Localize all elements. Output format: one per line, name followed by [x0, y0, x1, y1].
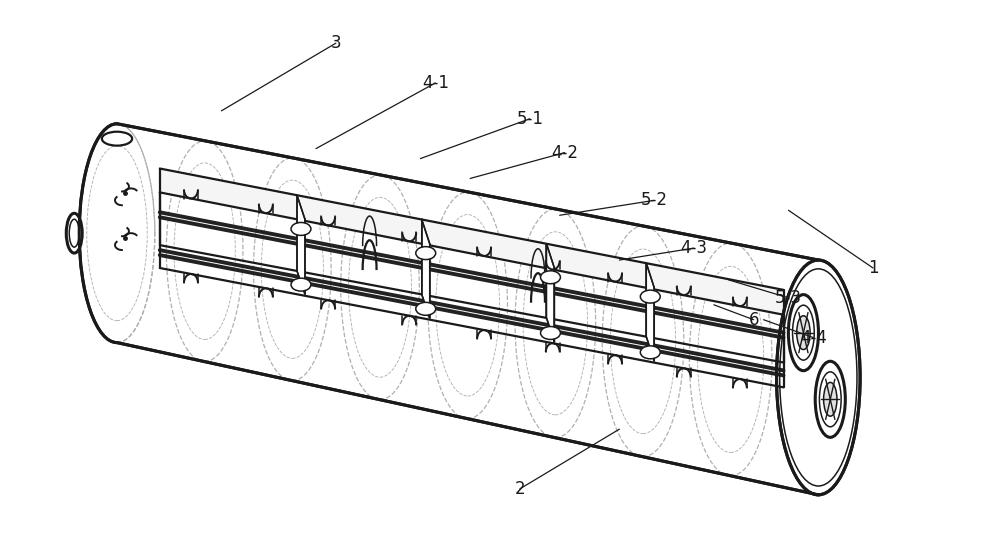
Text: 5-1: 5-1 [516, 110, 543, 128]
Ellipse shape [640, 346, 660, 359]
Ellipse shape [793, 305, 814, 360]
Ellipse shape [797, 316, 810, 350]
Ellipse shape [416, 247, 436, 260]
Polygon shape [422, 219, 430, 318]
Text: 3: 3 [331, 34, 341, 52]
Ellipse shape [788, 295, 818, 371]
Text: 2: 2 [515, 480, 525, 498]
Text: 4-3: 4-3 [680, 239, 707, 257]
Polygon shape [160, 169, 784, 315]
Ellipse shape [824, 382, 837, 416]
Ellipse shape [416, 302, 436, 315]
Polygon shape [117, 124, 818, 495]
Text: 1: 1 [868, 259, 878, 277]
Ellipse shape [291, 278, 311, 291]
Ellipse shape [815, 362, 845, 437]
Ellipse shape [819, 372, 841, 427]
Ellipse shape [69, 219, 79, 247]
Ellipse shape [291, 223, 311, 235]
Ellipse shape [541, 271, 560, 284]
Ellipse shape [66, 213, 82, 253]
Text: 5-3: 5-3 [775, 289, 802, 307]
Ellipse shape [102, 132, 132, 146]
Text: 4-4: 4-4 [800, 328, 827, 347]
Polygon shape [646, 263, 654, 361]
Polygon shape [297, 195, 305, 294]
Text: 4-2: 4-2 [551, 144, 578, 162]
Ellipse shape [640, 290, 660, 303]
Text: 6: 6 [748, 311, 759, 329]
Text: 4-1: 4-1 [422, 74, 449, 92]
Ellipse shape [541, 326, 560, 340]
Polygon shape [546, 244, 554, 342]
Text: 5-2: 5-2 [641, 191, 668, 209]
Ellipse shape [777, 260, 860, 495]
